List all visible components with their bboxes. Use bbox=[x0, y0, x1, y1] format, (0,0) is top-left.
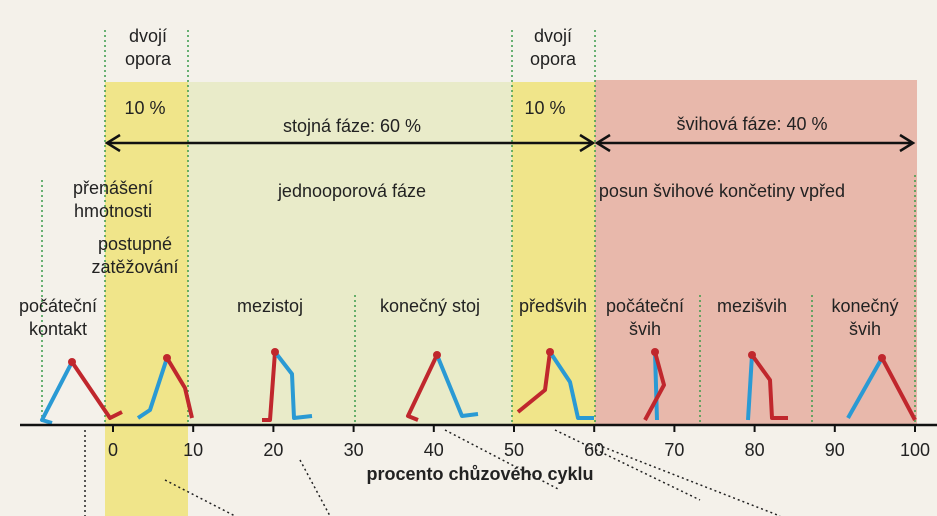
label: konečný bbox=[831, 296, 898, 316]
axis-title: procento chůzového cyklu bbox=[366, 464, 593, 484]
label: přenášení bbox=[73, 178, 153, 198]
tick-label: 80 bbox=[745, 440, 765, 460]
label: počáteční bbox=[606, 296, 684, 316]
tick-label: 40 bbox=[424, 440, 444, 460]
label: jednooporová fáze bbox=[277, 181, 426, 201]
tick-label: 0 bbox=[108, 440, 118, 460]
label: předšvih bbox=[519, 296, 587, 316]
tick-label: 100 bbox=[900, 440, 930, 460]
tick-label: 90 bbox=[825, 440, 845, 460]
label: počáteční bbox=[19, 296, 97, 316]
label: stojná fáze: 60 % bbox=[283, 116, 421, 136]
label: švihová fáze: 40 % bbox=[676, 114, 827, 134]
label: mezišvih bbox=[717, 296, 787, 316]
leader-lines bbox=[84, 429, 781, 516]
label: postupné bbox=[98, 234, 172, 254]
tick-label: 60 bbox=[584, 440, 604, 460]
tick-label: 70 bbox=[664, 440, 684, 460]
label: dvojí bbox=[534, 26, 572, 46]
label: 10 % bbox=[524, 98, 565, 118]
tick-label: 20 bbox=[263, 440, 283, 460]
label: dvojí bbox=[129, 26, 167, 46]
tick-label: 10 bbox=[183, 440, 203, 460]
phase-arrows bbox=[104, 133, 916, 153]
tick-label: 30 bbox=[344, 440, 364, 460]
label: 10 % bbox=[124, 98, 165, 118]
label: kontakt bbox=[29, 319, 87, 339]
dividers bbox=[41, 30, 916, 425]
label: mezistoj bbox=[237, 296, 303, 316]
tick-label: 50 bbox=[504, 440, 524, 460]
swing-band bbox=[595, 80, 917, 425]
label: švih bbox=[849, 319, 881, 339]
label: opora bbox=[530, 49, 577, 69]
single-support-band bbox=[188, 82, 512, 425]
label: zatěžování bbox=[91, 257, 178, 277]
label: konečný stoj bbox=[380, 296, 480, 316]
label: opora bbox=[125, 49, 172, 69]
stick-figures bbox=[40, 348, 917, 425]
label: posun švihové končetiny vpřed bbox=[599, 181, 845, 201]
double-support-band bbox=[105, 82, 188, 516]
label: hmotnosti bbox=[74, 201, 152, 221]
label: švih bbox=[629, 319, 661, 339]
double-support-band bbox=[512, 82, 595, 425]
